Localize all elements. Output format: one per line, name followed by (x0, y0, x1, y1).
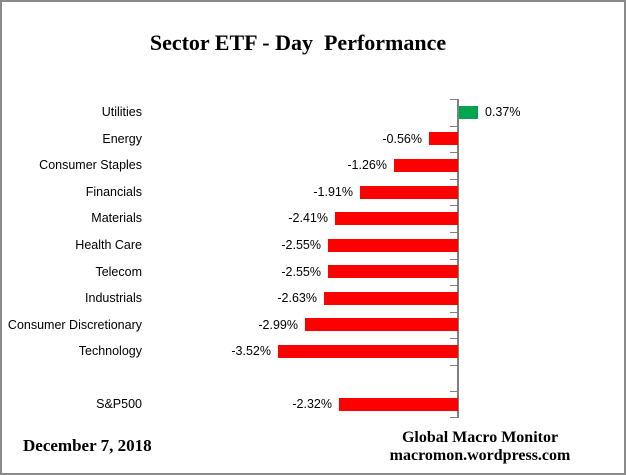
bar (324, 291, 458, 305)
bar-row: Health Care -2.55% (2, 232, 624, 259)
axis-tick (450, 312, 457, 313)
axis-tick (450, 391, 457, 392)
category-label: Health Care (75, 237, 142, 252)
bar (328, 238, 458, 252)
category-label: Consumer Discretionary (7, 317, 142, 332)
category-label: Materials (91, 211, 142, 226)
axis-tick (450, 126, 457, 127)
bar (278, 345, 458, 359)
axis-tick (450, 285, 457, 286)
value-label: -2.41% (288, 211, 328, 226)
axis-tick (450, 417, 457, 418)
date-label: December 7, 2018 (23, 436, 152, 455)
category-label: Consumer Staples (39, 158, 142, 173)
value-label: 0.37% (485, 105, 521, 119)
axis-tick (450, 152, 457, 153)
bar-row: S&P500 -2.32% (2, 391, 624, 418)
category-label: Telecom (95, 264, 142, 279)
category-label: Industrials (85, 291, 142, 306)
bar-row: Consumer Staples -1.26% (2, 152, 624, 179)
bar-row: Financials -1.91% (2, 179, 624, 206)
value-label: -2.55% (281, 264, 321, 279)
axis-tick (450, 365, 457, 366)
bar-row: Industrials -2.63% (2, 285, 624, 312)
axis-tick (450, 179, 457, 180)
axis-tick (450, 338, 457, 339)
bar-row (2, 365, 624, 392)
category-axis-line (457, 99, 459, 418)
bar (394, 158, 458, 172)
bar (305, 318, 458, 332)
bar-row: Energy -0.56% (2, 126, 624, 153)
axis-tick (450, 99, 457, 100)
value-label: -2.63% (277, 291, 317, 306)
bar (429, 132, 458, 146)
value-label: -2.99% (258, 317, 298, 332)
value-label: -2.55% (281, 237, 321, 252)
axis-tick (450, 232, 457, 233)
bar-row: Consumer Discretionary -2.99% (2, 312, 624, 339)
axis-tick (450, 205, 457, 206)
value-label: -0.56% (382, 131, 422, 146)
category-label: Utilities (101, 105, 142, 119)
axis-tick (450, 259, 457, 260)
category-label: Technology (78, 344, 142, 359)
category-label: Energy (102, 131, 142, 146)
bar (360, 185, 458, 199)
value-label: -2.32% (292, 397, 332, 412)
bar-row: Telecom -2.55% (2, 259, 624, 286)
category-label: Financials (85, 184, 142, 199)
bar-chart: Utilities 0.37% Energy -0.56% Consumer Stapl… (2, 99, 624, 418)
category-label: S&P500 (96, 397, 142, 412)
bar (339, 398, 458, 412)
bar-row: Materials -2.41% (2, 205, 624, 232)
credit-block: Global Macro Monitor macromon.wordpress.… (332, 429, 624, 465)
bar (335, 212, 458, 226)
chart-title: Sector ETF - Day Performance (149, 30, 447, 55)
credit-line-2: macromon.wordpress.com (389, 447, 571, 464)
bar (459, 105, 478, 119)
value-label: -1.91% (313, 184, 353, 199)
value-label: -3.52% (231, 344, 271, 359)
bar-row: Utilities 0.37% (2, 99, 624, 126)
bar (328, 265, 458, 279)
bar-row: Technology -3.52% (2, 338, 624, 365)
credit-line-1: Global Macro Monitor (401, 429, 559, 446)
value-label: -1.26% (347, 158, 387, 173)
